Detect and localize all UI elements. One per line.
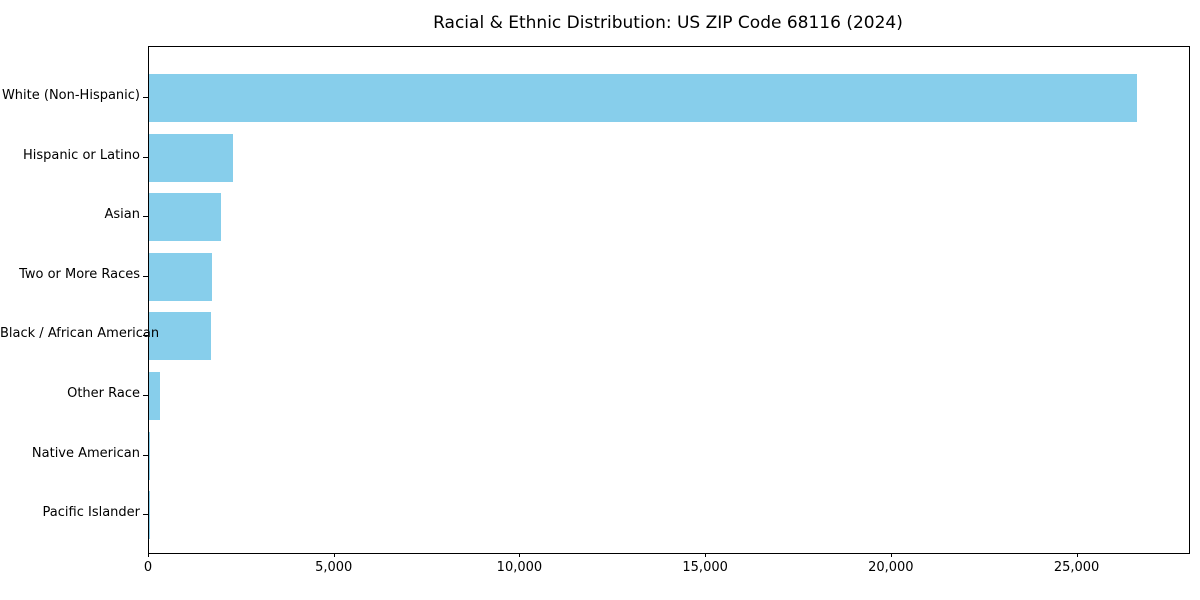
y-tick-label-hispanic-or-latino: Hispanic or Latino bbox=[22, 147, 140, 163]
bar-white-non-hispanic bbox=[149, 74, 1137, 122]
y-tick-label-asian: Asian bbox=[104, 207, 140, 223]
x-tick-mark bbox=[148, 553, 149, 557]
x-tick-mark bbox=[1076, 553, 1078, 557]
x-tick-label-5000: 5,000 bbox=[315, 560, 353, 575]
y-tick-mark bbox=[143, 216, 148, 218]
chart-title: Racial & Ethnic Distribution: US ZIP Cod… bbox=[433, 13, 903, 33]
x-tick-mark bbox=[890, 553, 892, 557]
y-tick-mark bbox=[143, 156, 148, 158]
x-tick-label-20000: 20,000 bbox=[868, 560, 914, 575]
y-tick-mark bbox=[143, 97, 148, 98]
x-tick-label-15000: 15,000 bbox=[682, 560, 728, 575]
bar-black-african-american bbox=[149, 312, 212, 361]
x-tick-label-25000: 25,000 bbox=[1053, 560, 1100, 575]
y-tick-label-white-non-hispanic: White (Non-Hispanic) bbox=[1, 88, 140, 103]
y-tick-mark bbox=[143, 454, 148, 456]
x-tick-mark bbox=[333, 553, 335, 557]
bar-asian bbox=[149, 193, 222, 242]
y-tick-label-native-american: Native American bbox=[31, 445, 140, 461]
bar-other-race bbox=[149, 372, 160, 420]
y-tick-mark bbox=[143, 395, 148, 396]
y-tick-mark bbox=[143, 335, 148, 337]
x-tick-mark bbox=[519, 553, 521, 557]
bar-native-american bbox=[149, 431, 151, 480]
y-tick-label-pacific-islander: Pacific Islander bbox=[42, 505, 140, 521]
plot-area bbox=[148, 46, 1190, 554]
bar-two-or-more-races bbox=[149, 252, 212, 301]
bar-hispanic-or-latino bbox=[149, 133, 233, 182]
y-tick-label-black-african-american: Black / African American bbox=[0, 326, 160, 342]
x-tick-label-0: 0 bbox=[143, 560, 153, 575]
y-tick-label-other-race: Other Race bbox=[67, 386, 140, 401]
x-tick-label-10000: 10,000 bbox=[496, 560, 543, 575]
y-tick-mark bbox=[143, 275, 148, 277]
y-tick-mark bbox=[143, 514, 148, 516]
y-tick-label-two-or-more-races: Two or More Races bbox=[19, 266, 140, 282]
x-tick-mark bbox=[705, 553, 707, 557]
